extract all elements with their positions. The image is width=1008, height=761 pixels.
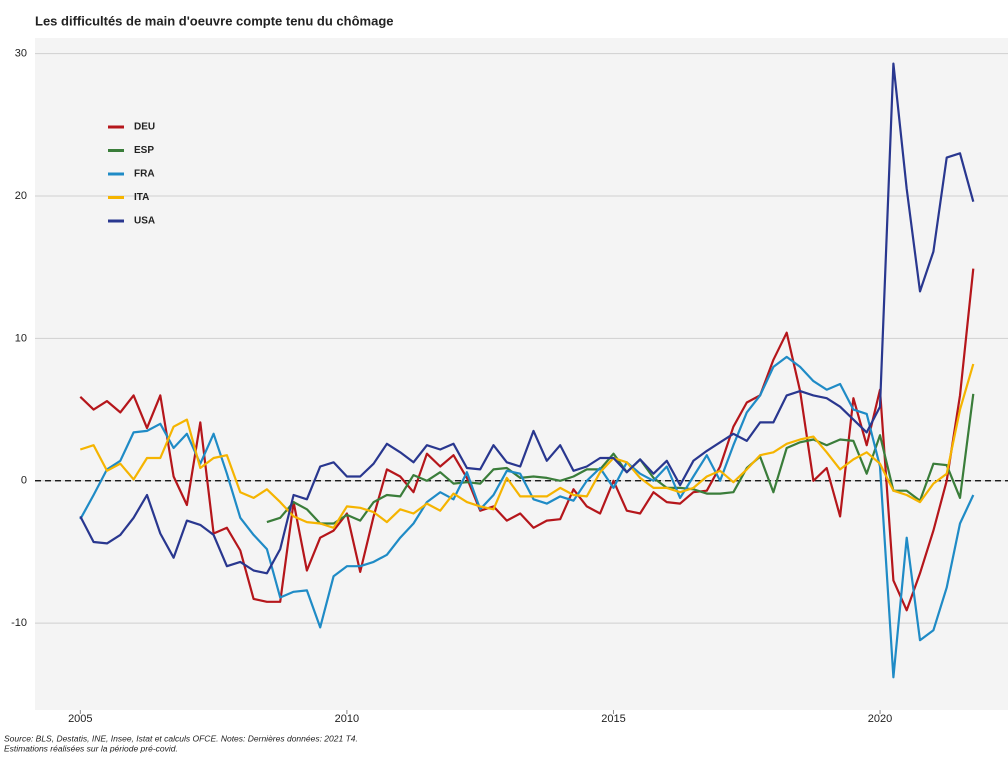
y-tick-label: 10 (15, 332, 27, 344)
y-tick-label: 0 (21, 475, 27, 487)
legend-label: ESP (134, 145, 154, 156)
legend-label: ITA (134, 192, 149, 203)
series-line (79, 355, 975, 679)
source-note: Source: BLS, Destatis, INE, Insee, Istat… (4, 733, 358, 743)
x-tick-label: 2005 (68, 713, 92, 725)
legend-label: DEU (134, 122, 155, 133)
y-tick-label: 20 (15, 190, 27, 202)
series-line (79, 268, 975, 612)
footnote: Estimations réalisées sur la période pré… (4, 743, 178, 753)
x-tick-label: 2010 (335, 713, 359, 725)
x-tick-label: 2020 (868, 713, 892, 725)
y-tick-label: -10 (11, 617, 27, 629)
chart-title: Les difficultés de main d'oeuvre compte … (35, 13, 394, 28)
series-line (266, 393, 975, 525)
series-line (79, 62, 975, 575)
legend-label: FRA (134, 169, 155, 180)
y-tick-label: 30 (15, 48, 27, 60)
legend-label: USA (134, 216, 155, 227)
plot-area (35, 38, 1008, 710)
x-tick-label: 2015 (601, 713, 625, 725)
series-line (79, 363, 975, 529)
